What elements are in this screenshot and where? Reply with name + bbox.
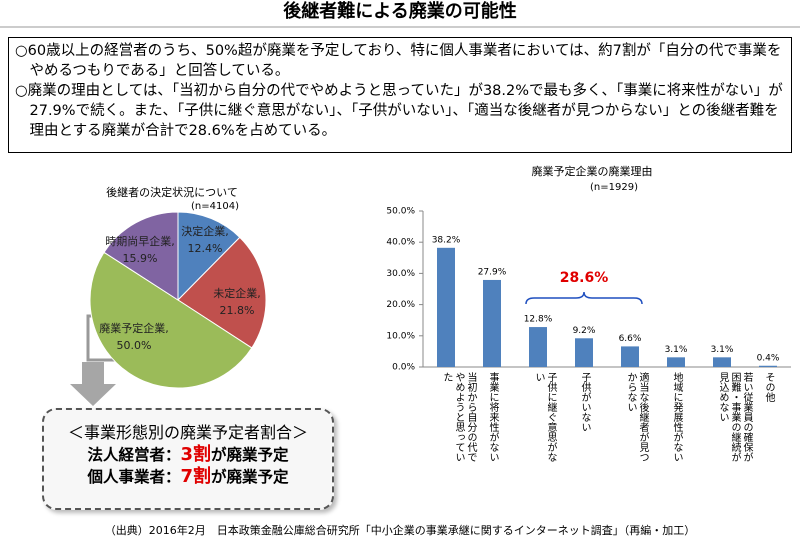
slice-value: 15.9% bbox=[123, 252, 158, 265]
value-label: 9.2% bbox=[573, 326, 596, 336]
chart-title: 廃業予定企業の廃業理由 bbox=[532, 164, 653, 178]
slide-title: 後継者難による廃業の可能性 bbox=[283, 1, 517, 22]
slice-label: 未定企業, bbox=[213, 286, 261, 300]
callout-highlight: 3割 bbox=[180, 444, 212, 465]
x-tick-label: 若い従業員の確保が困難・事業の継続が見込めない bbox=[717, 372, 752, 462]
callout-title: ＜事業形態別の廃業予定者割合＞ bbox=[67, 423, 308, 442]
chart-title: 後継者の決定状況について bbox=[106, 185, 238, 199]
chart-subtitle: (n=1929) bbox=[590, 182, 638, 193]
slice-label: 廃業予定企業, bbox=[99, 321, 169, 335]
pie-slice bbox=[177, 236, 267, 349]
callout-highlight: 7割 bbox=[180, 466, 212, 487]
source: （出典）2016年2月 日本政策金融公庫総合研究所「中小企業の事業承継に関するイ… bbox=[104, 524, 696, 537]
x-tick-label: 地域に発展性がない bbox=[671, 372, 682, 462]
callout-label: 法人経営者： bbox=[87, 446, 181, 464]
value-label: 38.2% bbox=[432, 235, 461, 245]
callout-label: 個人事業者： bbox=[87, 468, 181, 486]
slice-value: 12.4% bbox=[188, 242, 223, 255]
x-tick-label: 子供に継ぐ意思がない bbox=[533, 372, 556, 462]
value-label: 6.6% bbox=[619, 334, 642, 344]
slice-value: 50.0% bbox=[117, 339, 152, 352]
value-label: 3.1% bbox=[711, 345, 734, 355]
y-tick-label: 50.0% bbox=[386, 207, 415, 217]
pie-slice bbox=[103, 211, 179, 301]
summary-text: ○廃業の理由としては、「当初から自分の代でやめようと思っていた」が38.2%で最… bbox=[15, 83, 783, 139]
summary-text: ○60歳以上の経営者のうち、50%超が廃業を予定しており、特に個人事業者において… bbox=[15, 43, 782, 79]
pie-slice bbox=[177, 211, 241, 302]
x-tick-label: 事業に将来性がない bbox=[487, 372, 498, 462]
value-label: 3.1% bbox=[665, 345, 688, 355]
slice-label: 決定企業, bbox=[181, 224, 229, 238]
x-tick-label: 子供がいない bbox=[579, 372, 590, 432]
bar bbox=[437, 247, 455, 367]
arrow bbox=[70, 362, 116, 406]
bar bbox=[667, 357, 685, 367]
bar bbox=[575, 338, 593, 367]
bar bbox=[713, 357, 731, 367]
y-tick-label: 30.0% bbox=[386, 269, 415, 279]
bar bbox=[759, 365, 777, 367]
x-tick-label: 適当な後継者が見つからない bbox=[625, 372, 648, 462]
y-tick-label: 40.0% bbox=[386, 238, 415, 248]
y-tick-label: 0.0% bbox=[392, 363, 415, 373]
value-label: 27.9% bbox=[478, 267, 507, 277]
chart-subtitle: (n=4104) bbox=[191, 201, 239, 212]
value-label: 12.8% bbox=[524, 315, 553, 325]
bar bbox=[529, 327, 547, 367]
annotation: 28.6% bbox=[560, 270, 609, 286]
pie-slice bbox=[89, 251, 253, 389]
y-tick-label: 10.0% bbox=[386, 331, 415, 341]
bar bbox=[621, 346, 639, 367]
callout-text: が廃業予定 bbox=[211, 468, 289, 486]
callout-line: 法人経営者：3割が廃業予定 bbox=[44, 444, 332, 466]
x-tick-label: その他 bbox=[763, 372, 774, 402]
bar bbox=[483, 279, 501, 367]
slice-label: 時期尚早企業, bbox=[105, 234, 175, 248]
callout-text: が廃業予定 bbox=[211, 446, 289, 464]
x-tick-label: 当初から自分の代でやめようと思っていた bbox=[441, 372, 476, 462]
callout: ＜事業形態別の廃業予定者割合＞ 法人経営者：3割が廃業予定 個人事業者：7割が廃… bbox=[42, 408, 334, 510]
summary-box: ○60歳以上の経営者のうち、50%超が廃業を予定しており、特に個人事業者において… bbox=[8, 37, 792, 153]
brace bbox=[525, 291, 643, 305]
value-label: 0.4% bbox=[757, 353, 780, 363]
slice-value: 21.8% bbox=[220, 304, 255, 317]
callout-line: 個人事業者：7割が廃業予定 bbox=[44, 466, 332, 488]
y-tick-label: 20.0% bbox=[386, 300, 415, 310]
